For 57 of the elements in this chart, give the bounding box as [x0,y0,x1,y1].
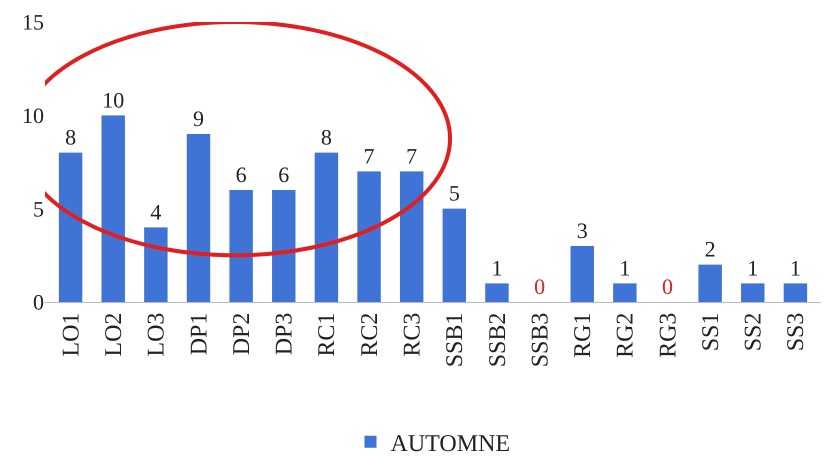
y-tick-label: 10 [22,103,44,128]
bar [784,283,808,302]
y-tick-label: 5 [33,196,44,222]
data-label: 7 [406,143,418,168]
bar [101,115,125,302]
data-label: 1 [747,255,758,280]
data-label: 5 [448,180,460,206]
bar [229,190,253,302]
x-tick-label: DP1 [186,312,212,356]
data-label: 3 [576,218,588,243]
data-label: 6 [236,162,247,187]
bar [58,152,82,302]
x-tick-label: RC3 [399,312,426,357]
x-tick-label: SS1 [698,312,724,352]
bar [570,246,594,302]
legend-label: AUTOMNE [390,431,510,458]
bar [741,283,765,302]
x-tick-label: RC2 [356,312,383,357]
x-tick-label: SS2 [740,312,767,352]
x-tick-label: SSB2 [484,312,511,368]
data-label: 1 [619,255,630,280]
data-label: 8 [320,124,332,150]
bar [272,190,296,302]
x-tick-label: DP2 [228,312,255,356]
x-tick-label: RG1 [570,312,596,358]
bar [144,227,168,302]
data-label: 9 [192,106,204,131]
data-label: 6 [278,162,290,187]
x-tick-label: SSB3 [527,312,554,368]
data-label: 8 [65,124,76,150]
bar [485,283,509,302]
x-tick-label: RG3 [655,312,682,358]
bar [442,208,466,302]
x-tick-label: LO1 [58,312,84,357]
x-tick-label: SS3 [783,312,810,352]
x-tick-label: LO2 [101,312,128,357]
data-label: 2 [704,236,716,262]
y-tick-label: 15 [22,10,44,35]
bar [698,264,722,302]
bar [400,171,424,302]
x-tick-label: DP3 [272,312,298,356]
bar [613,283,637,302]
x-tick-label: RG2 [612,312,639,358]
data-label: 0 [534,274,546,299]
data-label: 1 [790,255,801,280]
data-label: 0 [662,274,674,299]
bar [314,152,338,302]
y-tick-label: 0 [33,290,44,315]
data-label: 1 [491,255,502,280]
data-label: 4 [150,199,162,224]
data-label: 10 [102,87,124,112]
x-tick-label: SSB1 [442,312,468,368]
x-tick-label: RC1 [314,312,340,357]
bar [357,171,381,302]
data-label: 7 [364,143,375,168]
x-tick-label: LO3 [144,312,170,357]
bar [186,134,210,302]
